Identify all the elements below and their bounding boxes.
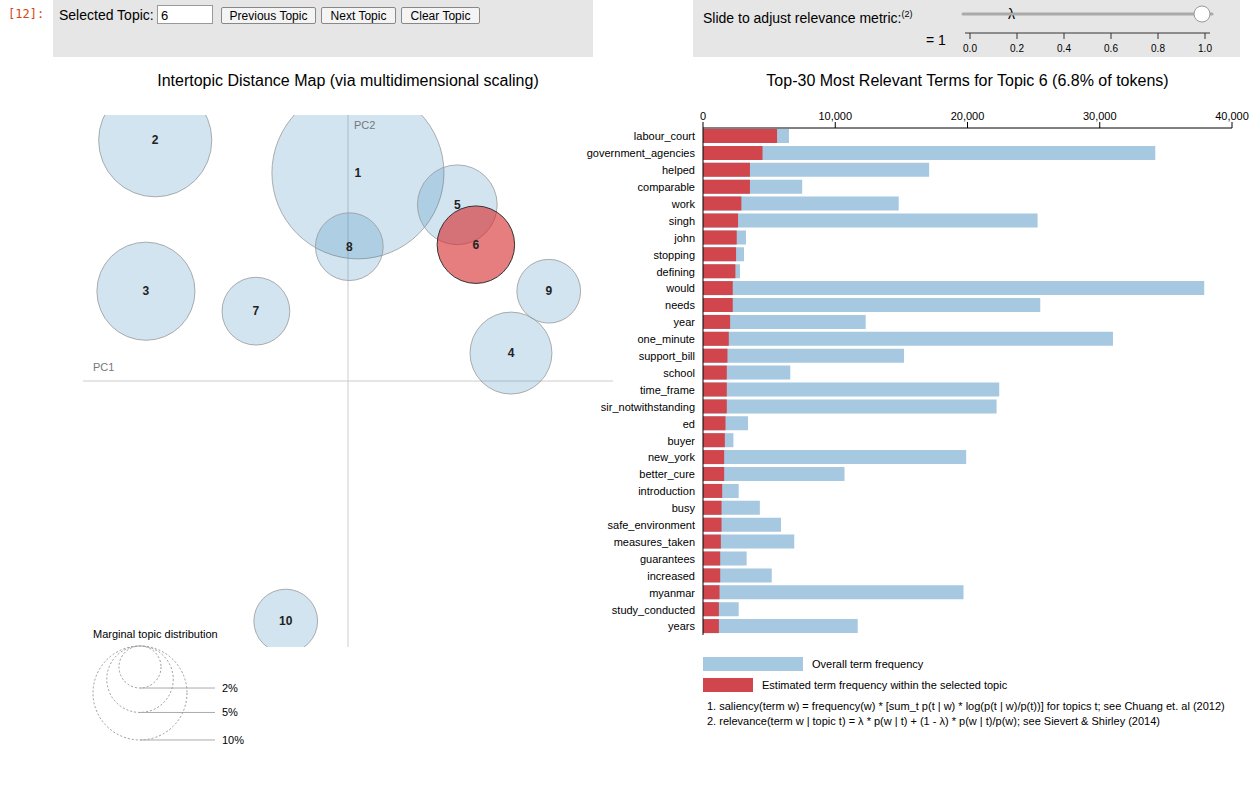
svg-text:5%: 5%	[222, 706, 238, 718]
svg-text:2: 2	[152, 133, 159, 147]
svg-text:needs: needs	[665, 299, 695, 311]
svg-text:one_minute: one_minute	[638, 333, 696, 345]
html-text:[12]:: [12]:	[8, 7, 45, 21]
svg-text:Marginal topic distribution: Marginal topic distribution	[93, 628, 218, 640]
svg-text:new_york: new_york	[648, 451, 696, 463]
svg-text:9: 9	[545, 284, 552, 298]
html-text:Next Topic: Next Topic	[330, 9, 387, 23]
svg-text:5: 5	[454, 198, 461, 212]
svg-text:PC2: PC2	[354, 119, 375, 131]
html-text:Overall term frequency: Overall term frequency	[812, 658, 924, 670]
svg-text:10,000: 10,000	[818, 110, 852, 122]
svg-text:years: years	[668, 620, 695, 632]
svg-text:measures_taken: measures_taken	[614, 536, 695, 548]
svg-text:0.4: 0.4	[1057, 43, 1071, 54]
svg-text:comparable: comparable	[638, 181, 695, 193]
svg-text:PC1: PC1	[93, 361, 114, 373]
html-text:2. relevance(term w | topic t): 2. relevance(term w | topic t) = λ * p(w…	[707, 715, 1160, 727]
html-text:Intertopic Distance Map (via m: Intertopic Distance Map (via multidimens…	[157, 72, 539, 89]
svg-text:time_frame: time_frame	[640, 384, 695, 396]
html-text:Selected Topic:: Selected Topic:	[59, 7, 154, 23]
svg-text:defining: defining	[656, 266, 695, 278]
svg-text:ed: ed	[683, 418, 695, 430]
svg-text:0.0: 0.0	[963, 43, 977, 54]
html-text:6: 6	[161, 8, 169, 23]
html-text:Slide to adjust relevance metr: Slide to adjust relevance metric:(2)	[703, 9, 913, 26]
svg-text:helped: helped	[662, 164, 695, 176]
svg-text:school: school	[663, 367, 695, 379]
svg-text:0.6: 0.6	[1104, 43, 1118, 54]
svg-text:40,000: 40,000	[1215, 110, 1247, 122]
svg-text:introduction: introduction	[638, 485, 695, 497]
svg-text:7: 7	[253, 304, 260, 318]
svg-text:0.8: 0.8	[1151, 43, 1165, 54]
svg-text:would: would	[665, 282, 695, 294]
svg-text:buyer: buyer	[667, 435, 695, 447]
svg-text:work: work	[671, 198, 696, 210]
svg-text:stopping: stopping	[653, 249, 695, 261]
svg-text:20,000: 20,000	[951, 110, 985, 122]
svg-text:0.2: 0.2	[1010, 43, 1024, 54]
html-text:Clear Topic: Clear Topic	[410, 9, 471, 23]
html-text:= 1: = 1	[926, 32, 946, 48]
svg-text:better_cure: better_cure	[639, 468, 695, 480]
html-text:1. saliency(term w) = frequenc: 1. saliency(term w) = frequency(w) * [su…	[707, 700, 1225, 712]
svg-text:study_conducted: study_conducted	[612, 604, 695, 616]
svg-text:year: year	[674, 316, 696, 328]
svg-text:1: 1	[355, 166, 362, 180]
svg-text:10%: 10%	[222, 734, 244, 746]
svg-text:0: 0	[700, 110, 706, 122]
svg-text:sir_notwithstanding: sir_notwithstanding	[601, 401, 695, 413]
svg-text:1.0: 1.0	[1198, 43, 1212, 54]
svg-text:2%: 2%	[222, 682, 238, 694]
svg-text:10: 10	[279, 614, 293, 628]
svg-text:6: 6	[473, 238, 480, 252]
svg-text:4: 4	[508, 346, 515, 360]
html-text:Top-30 Most Relevant Terms for: Top-30 Most Relevant Terms for Topic 6 (…	[766, 72, 1169, 89]
html-text:Previous Topic: Previous Topic	[229, 9, 308, 23]
svg-text:30,000: 30,000	[1083, 110, 1117, 122]
svg-text:singh: singh	[669, 215, 695, 227]
svg-text:safe_environment: safe_environment	[608, 519, 695, 531]
svg-text:increased: increased	[647, 570, 695, 582]
svg-text:8: 8	[346, 240, 353, 254]
svg-text:guarantees: guarantees	[640, 553, 696, 565]
html-text:Estimated term frequency withi: Estimated term frequency within the sele…	[762, 679, 1008, 691]
svg-text:john: john	[673, 232, 695, 244]
svg-text:government_agencies: government_agencies	[587, 147, 696, 159]
svg-text:labour_court: labour_court	[634, 130, 695, 142]
svg-text:3: 3	[143, 284, 150, 298]
svg-text:myanmar: myanmar	[649, 587, 695, 599]
svg-text:busy: busy	[672, 502, 696, 514]
html-text:λ: λ	[1008, 6, 1015, 22]
svg-text:support_bill: support_bill	[639, 350, 695, 362]
